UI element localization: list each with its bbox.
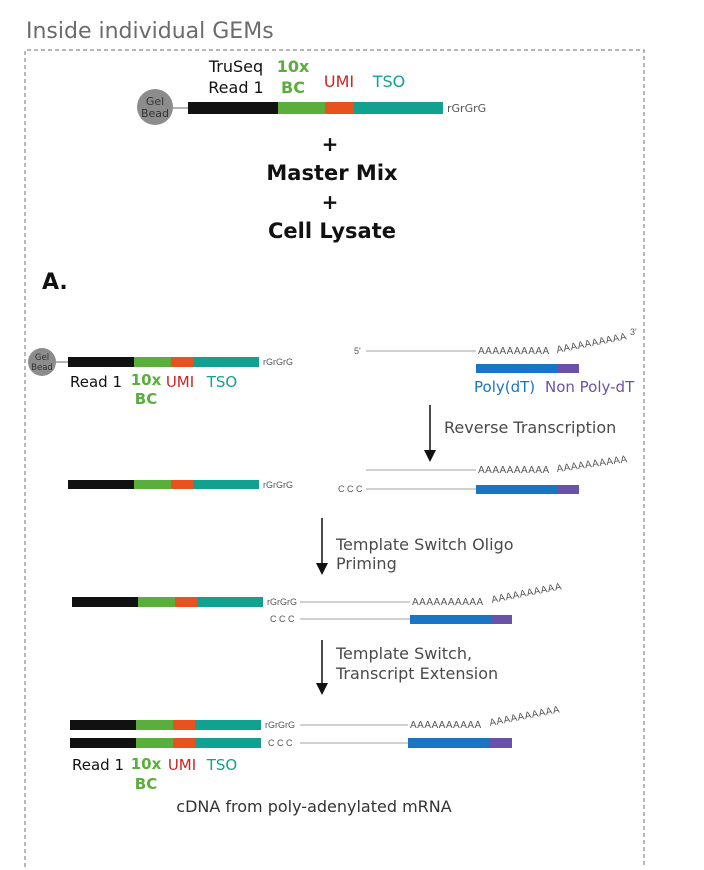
step1-polya-tail: AAAAAAAAAA [555, 331, 627, 355]
read1-segment [188, 102, 278, 114]
step3-tso-segment [197, 597, 263, 607]
step3-polya-label: AAAAAAAAAA [412, 597, 484, 608]
step2-polya-label: AAAAAAAAAA [478, 465, 550, 476]
cell-lysate-label: Cell Lysate [268, 219, 396, 243]
step4-top-read1-segment [70, 720, 136, 730]
step1-poly-dt-label: Poly(dT) [474, 378, 535, 396]
diagram-title: Inside individual GEMs [26, 19, 274, 44]
step1-read1-segment [68, 357, 134, 367]
step4-ccc-label: C C C [268, 738, 293, 748]
step3-ccc-label: C C C [270, 614, 295, 624]
step2-tso-segment [193, 480, 259, 489]
truseq-label: TruSeq [208, 57, 263, 76]
barcode-segment [278, 102, 325, 114]
step4-umi-label: UMI [168, 756, 196, 774]
step4-non-poly-dt-segment [490, 738, 512, 748]
template-switch-oligo-label-1: Template Switch Oligo [335, 535, 514, 554]
step4-polya-label: AAAAAAAAAA [410, 720, 482, 731]
step3-read1-segment [72, 597, 138, 607]
step3-poly-dt-segment [410, 615, 492, 624]
arrow-2-head [316, 563, 328, 575]
step3-polya-tail: AAAAAAAAAA [490, 581, 562, 605]
step1-three-prime-label: 3' [630, 327, 637, 337]
step1-gel-bead-label-1: Gel [35, 353, 49, 363]
step4-top-tso-segment [195, 720, 261, 730]
barcode-label-2: BC [281, 78, 305, 97]
step3-non-poly-dt-segment [492, 615, 512, 624]
step1-gel-bead [28, 348, 56, 376]
step3-umi-segment [175, 597, 197, 607]
gem-dashed-frame [24, 49, 645, 867]
step1-poly-dt-segment [476, 364, 558, 373]
step1-umi-label: UMI [166, 373, 194, 391]
gel-bead-label-1: Gel [146, 95, 164, 108]
step4-poly-dt-segment [408, 738, 490, 748]
rgrgrg-label: rGrGrG [447, 102, 486, 115]
arrow-3-head [316, 683, 328, 695]
gel-bead [137, 89, 173, 125]
umi-segment [325, 102, 354, 114]
step1-rgrgrg-label: rGrGrG [263, 357, 293, 367]
step1-tso-label: TSO [206, 373, 238, 391]
step1-barcode-label-1: 10x [131, 371, 162, 389]
step1-gel-bead-label-2: Bead [31, 363, 53, 373]
step1-polya-label: AAAAAAAAAA [478, 346, 550, 357]
tso-label: TSO [372, 72, 406, 91]
template-switch-oligo-label-2: Priming [336, 554, 397, 573]
cdna-footer-label: cDNA from poly-adenylated mRNA [176, 797, 451, 816]
step4-bottom-umi-segment [173, 738, 195, 748]
step2-rgrgrg-label: rGrGrG [263, 480, 293, 490]
step2-poly-dt-segment [476, 485, 558, 494]
step3-barcode-segment [138, 597, 175, 607]
read1-label: Read 1 [208, 78, 263, 97]
step3-rgrgrg-label: rGrGrG [267, 597, 297, 607]
step4-top-barcode-segment [136, 720, 173, 730]
step4-bottom-barcode-segment [136, 738, 173, 748]
gel-bead-label-2: Bead [141, 107, 169, 120]
arrow-1-head [424, 450, 436, 462]
step4-top-umi-segment [173, 720, 195, 730]
step2-read1-segment [68, 480, 134, 489]
step1-read1-label: Read 1 [70, 373, 122, 391]
step2-polya-tail: AAAAAAAAAA [556, 454, 629, 475]
step1-umi-segment [171, 357, 193, 367]
master-mix-label: Master Mix [266, 161, 398, 185]
reverse-transcription-label: Reverse Transcription [444, 418, 616, 437]
barcode-label-1: 10x [277, 57, 310, 76]
step1-non-poly-dt-label: Non Poly-dT [545, 378, 635, 396]
step4-tso-label: TSO [206, 756, 238, 774]
plus-sign-1: + [322, 132, 339, 156]
step4-rgrgrg-label: rGrGrG [265, 720, 295, 730]
step2-ccc-label: C C C [338, 484, 363, 494]
tso-segment [354, 102, 443, 114]
template-switch-label-1: Template Switch, [335, 644, 472, 663]
step1-non-poly-dt-segment [558, 364, 579, 373]
step2-umi-segment [171, 480, 193, 489]
step1-barcode-label-2: BC [135, 390, 157, 408]
step1-five-prime-label: 5' [354, 346, 361, 356]
step4-bottom-read1-segment [70, 738, 136, 748]
step2-non-poly-dt-segment [558, 485, 579, 494]
step4-barcode-label-2: BC [135, 775, 157, 793]
step4-read1-label: Read 1 [72, 756, 124, 774]
umi-label: UMI [324, 72, 354, 91]
plus-sign-2: + [322, 190, 339, 214]
step4-polya-tail: AAAAAAAAAA [488, 704, 560, 728]
step4-barcode-label-1: 10x [131, 755, 162, 773]
step2-barcode-segment [134, 480, 171, 489]
step1-tso-segment [193, 357, 259, 367]
step1-barcode-segment [134, 357, 171, 367]
section-label-a: A. [42, 270, 68, 295]
step4-bottom-tso-segment [195, 738, 261, 748]
template-switch-label-2: Transcript Extension [335, 664, 498, 683]
